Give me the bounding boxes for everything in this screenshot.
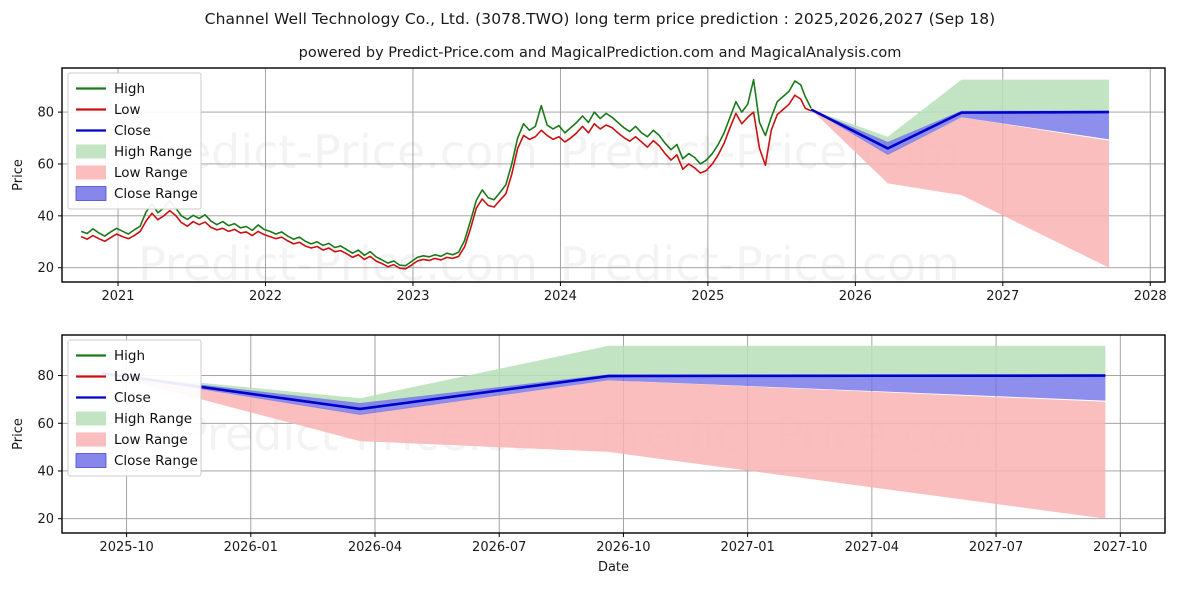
y-tick-label: 80 xyxy=(37,369,54,384)
watermark-text: Predict-Price.com xyxy=(560,237,960,291)
x-tick-label: 2025 xyxy=(691,289,724,304)
y-axis-title: Price xyxy=(11,159,26,191)
x-axis-title: Date xyxy=(598,560,629,575)
legend-item-label: Low Range xyxy=(114,432,188,448)
x-tick-label: 2028 xyxy=(1134,289,1167,304)
x-tick-label: 2027-07 xyxy=(969,540,1023,555)
low-range-band xyxy=(101,373,1106,519)
x-tick-label: 2022 xyxy=(249,289,282,304)
page-subtitle: powered by Predict-Price.com and Magical… xyxy=(298,45,902,61)
close-range-band xyxy=(101,373,1106,415)
legend-item-label: Low Range xyxy=(114,165,188,181)
forecast-close-line xyxy=(810,108,1109,150)
legend-patch-swatch xyxy=(76,432,106,447)
x-tick-label: 2026-04 xyxy=(348,540,402,555)
x-tick-label: 2024 xyxy=(544,289,577,304)
legend-item-label: Close xyxy=(114,390,151,406)
legend-patch-swatch xyxy=(75,186,107,201)
chart-legend: High Low Close High Range Low Range Close Ran… xyxy=(67,339,202,477)
history-high-line xyxy=(80,78,812,267)
legend-item-label: Close Range xyxy=(114,453,198,469)
x-tick-label: 2027 xyxy=(986,289,1019,304)
y-tick-label: 40 xyxy=(37,209,54,224)
x-tick-label: 2026-01 xyxy=(224,540,278,555)
legend-patch-swatch xyxy=(76,144,106,159)
x-tick-label: 2026-07 xyxy=(472,540,526,555)
high-range-band xyxy=(101,345,1106,408)
chart-legend: High Low Close High Range Low Range Close Ran… xyxy=(67,72,202,210)
y-tick-label: 40 xyxy=(37,464,54,479)
x-tick-label: 2021 xyxy=(101,289,134,304)
y-tick-label: 80 xyxy=(37,106,54,121)
legend-item-label: High xyxy=(114,348,145,364)
y-tick-label: 20 xyxy=(37,512,54,527)
high-range-band xyxy=(811,79,1109,148)
y-tick-label: 20 xyxy=(37,261,54,276)
x-tick-label: 2025-10 xyxy=(99,540,153,555)
forecast-detail-chart: Predict-Price.comPredict-Price.com204060… xyxy=(11,334,1166,575)
history-low-line xyxy=(80,94,812,270)
x-tick-label: 2027-01 xyxy=(720,540,774,555)
overview-chart: Predict-Price.com Predict-Price.com Predic… xyxy=(11,67,1167,304)
legend-item-label: Low xyxy=(114,102,141,118)
legend-item-label: Low xyxy=(114,369,141,385)
legend-item-label: High xyxy=(114,81,145,97)
axis-ticks: 20 40 60 80 2021 2022 2023 2024 2025 2026 2027 2028 xyxy=(37,106,1166,304)
y-tick-label: 60 xyxy=(37,157,54,172)
plot-frame xyxy=(61,67,1166,283)
legend-item-label: Close xyxy=(114,123,151,139)
x-tick-label: 2026 xyxy=(839,289,872,304)
x-tick-label: 2027-04 xyxy=(845,540,899,555)
x-tick-label: 2027-10 xyxy=(1093,540,1147,555)
x-tick-label: 2023 xyxy=(396,289,429,304)
legend-patch-swatch xyxy=(76,165,106,180)
axis-ticks: 20 40 60 80 2025-10 2026-01 2026-04 2026-07 2026… xyxy=(37,369,1147,555)
low-range-band xyxy=(811,109,1109,268)
watermark-text: Predict-Price.com xyxy=(138,237,538,291)
legend-item-label: Close Range xyxy=(114,186,198,202)
legend-item-label: High Range xyxy=(114,411,192,427)
close-range-band xyxy=(811,109,1109,155)
legend-patch-swatch xyxy=(75,453,107,468)
legend-patch-swatch xyxy=(76,411,106,426)
plot-area xyxy=(80,78,1109,270)
page-title: Channel Well Technology Co., Ltd. (3078.… xyxy=(204,10,996,28)
legend-item-label: High Range xyxy=(114,144,192,160)
y-axis-title: Price xyxy=(11,418,26,450)
plot-area xyxy=(101,345,1106,519)
plot-frame xyxy=(61,334,1166,534)
forecast-close-line xyxy=(101,371,1106,411)
x-tick-label: 2026-10 xyxy=(596,540,650,555)
y-tick-label: 60 xyxy=(37,417,54,432)
watermark-text: Predict-Price.com xyxy=(138,125,538,179)
